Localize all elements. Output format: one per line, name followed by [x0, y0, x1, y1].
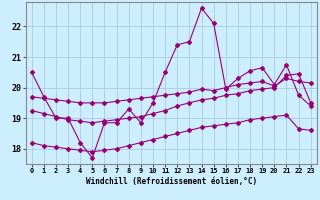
X-axis label: Windchill (Refroidissement éolien,°C): Windchill (Refroidissement éolien,°C) [86, 177, 257, 186]
